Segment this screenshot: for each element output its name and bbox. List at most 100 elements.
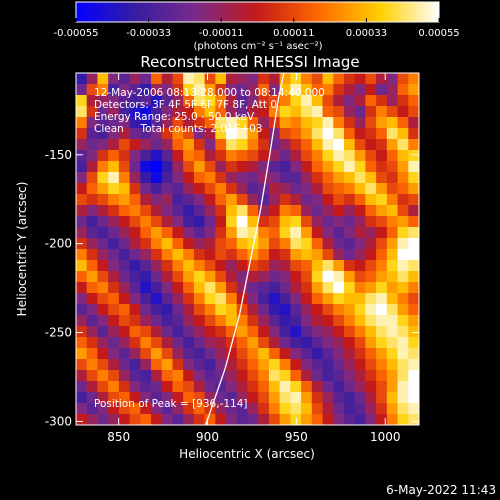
heatmap-cell xyxy=(215,381,227,393)
heatmap-cell xyxy=(140,172,152,184)
heatmap-cell xyxy=(397,304,409,316)
heatmap-cell xyxy=(172,414,184,425)
heatmap-cell xyxy=(365,205,377,217)
heatmap-cell xyxy=(376,414,388,425)
heatmap-cell xyxy=(161,172,174,184)
heatmap-cell xyxy=(76,414,88,425)
heatmap-cell xyxy=(140,216,152,228)
heatmap-cell xyxy=(397,139,409,151)
heatmap-cell xyxy=(236,359,249,371)
heatmap-cell xyxy=(311,73,324,85)
heatmap-cell xyxy=(76,260,88,272)
heatmap-cell xyxy=(279,293,291,305)
heatmap-cell xyxy=(386,282,399,294)
heatmap-cell xyxy=(236,381,249,393)
heatmap-cell xyxy=(140,348,152,360)
heatmap-cell xyxy=(343,205,356,217)
heatmap-cell xyxy=(97,216,109,228)
heatmap-cell xyxy=(183,282,195,294)
heatmap-cell xyxy=(86,117,99,129)
heatmap-cell xyxy=(108,84,120,96)
heatmap-cell xyxy=(376,227,388,239)
heatmap-cell xyxy=(172,150,184,162)
colorbar-tick-label: -0.00055 xyxy=(54,28,99,39)
heatmap-cell xyxy=(311,161,324,173)
heatmap-cell xyxy=(258,337,270,349)
heatmap-cell xyxy=(247,172,259,184)
heatmap-cell xyxy=(386,139,399,151)
heatmap-cell xyxy=(86,194,99,206)
heatmap-cell xyxy=(226,227,238,239)
heatmap-cell xyxy=(204,381,216,393)
heatmap-cell xyxy=(322,359,334,371)
heatmap-cell xyxy=(290,205,302,217)
heatmap-cell xyxy=(376,73,388,85)
heatmap-cell xyxy=(290,117,302,129)
heatmap-cell xyxy=(76,293,88,305)
heatmap-cell xyxy=(161,326,174,338)
heatmap-cell xyxy=(236,304,249,316)
heatmap-cell xyxy=(290,95,302,107)
heatmap-cell xyxy=(258,249,270,261)
heatmap-cell xyxy=(204,249,216,261)
heatmap-cell xyxy=(86,304,99,316)
heatmap-cell xyxy=(215,392,227,404)
heatmap-cell xyxy=(397,183,409,195)
heatmap-cell xyxy=(268,161,281,173)
heatmap-cell xyxy=(322,194,334,206)
heatmap-cell xyxy=(343,227,356,239)
heatmap-cell xyxy=(322,139,334,151)
heatmap-cell xyxy=(301,172,313,184)
heatmap-cell xyxy=(118,260,131,272)
heatmap-cell xyxy=(151,293,163,305)
heatmap-cell xyxy=(151,205,163,217)
heatmap-cell xyxy=(301,392,313,404)
heatmap-cell xyxy=(204,403,216,415)
heatmap-cell xyxy=(343,150,356,162)
heatmap-cell xyxy=(311,304,324,316)
colorbar: -0.00055 -0.00033 -0.00011 0.00011 0.00033 0.… xyxy=(54,1,460,52)
heatmap-cell xyxy=(97,260,109,272)
heatmap-cell xyxy=(193,238,206,250)
heatmap-cell xyxy=(376,161,388,173)
heatmap-cell xyxy=(258,161,270,173)
heatmap-cell xyxy=(333,304,345,316)
heatmap-cell xyxy=(204,392,216,404)
heatmap-cell xyxy=(301,73,313,85)
heatmap-cell xyxy=(408,403,419,415)
heatmap-cell xyxy=(354,183,367,195)
heatmap-cell xyxy=(97,194,109,206)
heatmap-cell xyxy=(129,414,141,425)
heatmap-cell xyxy=(140,106,152,118)
heatmap-cell xyxy=(97,381,109,393)
heatmap-cell xyxy=(279,260,291,272)
annotations: 12-May-2006 08:13:28.000 to 08:14:40.000… xyxy=(94,87,325,410)
heatmap-cell xyxy=(397,348,409,360)
heatmap-cell xyxy=(236,128,249,140)
heatmap-cell xyxy=(386,315,399,327)
heatmap-cell xyxy=(408,348,419,360)
heatmap-cell xyxy=(161,414,174,425)
heatmap-cell xyxy=(118,238,131,250)
heatmap-cell xyxy=(311,205,324,217)
heatmap-cell xyxy=(397,249,409,261)
heatmap-cell xyxy=(204,315,216,327)
heatmap-cell xyxy=(258,381,270,393)
heatmap-cell xyxy=(247,315,259,327)
heatmap-cell xyxy=(247,326,259,338)
heatmap-cell xyxy=(301,84,313,96)
heatmap-cell xyxy=(215,183,227,195)
heatmap-cell xyxy=(247,392,259,404)
heatmap-cell xyxy=(140,293,152,305)
heatmap-cell xyxy=(236,227,249,239)
heatmap-cell xyxy=(183,227,195,239)
heatmap-cell xyxy=(333,381,345,393)
heatmap-cell xyxy=(193,183,206,195)
heatmap-cell xyxy=(408,205,419,217)
heatmap-cell xyxy=(226,139,238,151)
heatmap-cell xyxy=(290,260,302,272)
heatmap-cell xyxy=(247,260,259,272)
heatmap-cell xyxy=(108,128,120,140)
heatmap-cell xyxy=(215,227,227,239)
heatmap-cell xyxy=(343,359,356,371)
